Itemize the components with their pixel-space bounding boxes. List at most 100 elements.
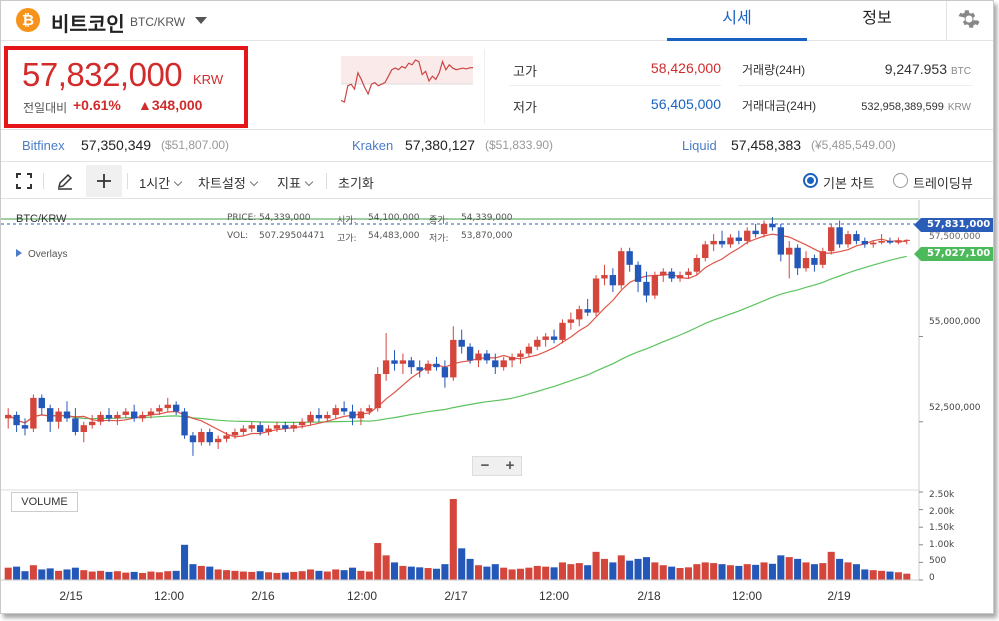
volume-label: 거래량(24H) — [742, 63, 806, 77]
candle-body — [408, 360, 415, 368]
candle-body — [366, 408, 373, 412]
volume-bar — [508, 569, 516, 580]
candle-body — [492, 360, 499, 368]
indicators-menu[interactable]: 지표 — [277, 173, 314, 192]
candle-body — [643, 281, 650, 296]
candle-body — [231, 432, 239, 436]
basic-chart-label[interactable]: 기본 차트 — [823, 176, 875, 191]
volume-title: VOLUME — [11, 492, 78, 512]
tradingview-label[interactable]: 트레이딩뷰 — [913, 176, 973, 191]
fullscreen-icon[interactable] — [16, 173, 32, 189]
chart-settings-menu[interactable]: 차트설정 — [198, 173, 259, 192]
volume-bar — [206, 566, 214, 580]
candle-body — [584, 309, 591, 313]
tab-info[interactable]: 정보 — [862, 10, 892, 27]
volume-bar — [584, 565, 592, 580]
price-unit: KRW — [193, 72, 224, 87]
chevron-down-icon[interactable] — [195, 17, 207, 24]
gear-icon[interactable] — [957, 7, 981, 31]
toolbar-separator — [127, 173, 128, 189]
radio-tradingview[interactable] — [893, 173, 908, 188]
volume-bar — [424, 568, 432, 580]
volume-bar — [810, 564, 818, 580]
exchange-name: Kraken — [352, 138, 394, 153]
volume-bar — [46, 568, 54, 580]
candle-body — [130, 411, 138, 419]
divider — [1, 129, 993, 130]
volume-bar — [323, 571, 331, 580]
candle-body — [206, 432, 213, 443]
candle-body — [433, 363, 440, 368]
price-chart[interactable] — [1, 200, 993, 612]
info-price-label: PRICE: — [227, 213, 257, 223]
volume-bar — [357, 570, 365, 580]
candle-body — [214, 438, 222, 443]
overlays-label: Overlays — [28, 249, 68, 260]
candle-body — [559, 322, 566, 340]
volume-bar — [491, 564, 499, 580]
ma-short-line — [7, 233, 907, 438]
candle-body — [660, 271, 667, 276]
volume-bar — [861, 569, 869, 580]
candle-body — [273, 425, 281, 429]
volume-bar — [332, 569, 340, 580]
coin-name[interactable]: 비트코인 — [51, 14, 125, 36]
tab-price[interactable]: 시세 — [667, 1, 807, 41]
volume-bar — [516, 568, 525, 580]
candle-body — [147, 411, 155, 415]
volume-bar — [231, 570, 239, 580]
candle-body — [634, 264, 642, 282]
candle-body — [324, 414, 331, 419]
interval-select[interactable]: 1시간 — [139, 173, 183, 192]
turnover-label: 거래대금(24H) — [742, 99, 817, 113]
volume-bar — [197, 565, 205, 580]
candle-body — [30, 397, 37, 429]
x-tick-label: 2/15 — [59, 589, 83, 603]
volume-unit: BTC — [951, 66, 971, 77]
volume-bar — [307, 569, 315, 580]
crosshair-button[interactable] — [86, 165, 122, 197]
volume-bar — [752, 564, 760, 580]
candle-body — [466, 346, 474, 361]
coin-pair[interactable]: BTC/KRW — [130, 15, 186, 29]
current-price-box: 57,832,000 KRW 전일대비 +0.61% ▲348,000 — [4, 46, 248, 128]
volume-bar — [71, 567, 79, 580]
candle-body — [710, 240, 717, 245]
pencil-icon[interactable] — [56, 172, 74, 190]
candle-body — [567, 319, 575, 323]
volume-bar — [483, 566, 491, 580]
candle-body — [878, 240, 885, 243]
volume-bar — [298, 571, 306, 580]
volume-bar — [827, 551, 835, 580]
candle-body — [483, 353, 491, 361]
zoom-in-button[interactable]: + — [505, 457, 515, 474]
candle-body — [55, 411, 62, 422]
radio-basic-chart[interactable] — [803, 173, 818, 188]
volume-bar — [147, 571, 155, 580]
candle-body — [727, 237, 734, 245]
volume-bar — [819, 563, 827, 580]
candle-body — [618, 251, 625, 286]
candle-body — [828, 227, 835, 252]
volume-bar — [500, 567, 508, 580]
candle-body — [744, 230, 751, 241]
volume-bar — [172, 570, 180, 580]
overlays-toggle[interactable]: Overlays — [16, 249, 67, 260]
volume-bar — [441, 564, 449, 580]
zoom-out-button[interactable]: − — [480, 457, 490, 474]
volume-bar — [97, 570, 105, 580]
interval-label: 1시간 — [139, 176, 171, 191]
volume-bar — [290, 571, 298, 580]
volume-bar — [693, 564, 701, 580]
volume-bar — [38, 569, 46, 580]
volume-bar — [155, 572, 163, 580]
volume-bar — [600, 558, 608, 580]
volume-bar — [710, 563, 718, 580]
candle-body — [853, 234, 860, 241]
info-open-label: 시가: — [337, 216, 357, 226]
candle-body — [534, 339, 541, 347]
header: ₿ 비트코인 BTC/KRW 시세 정보 — [1, 1, 993, 41]
reset-button[interactable]: 초기화 — [338, 176, 374, 191]
divider — [1, 161, 993, 162]
volume-bar — [651, 562, 659, 580]
